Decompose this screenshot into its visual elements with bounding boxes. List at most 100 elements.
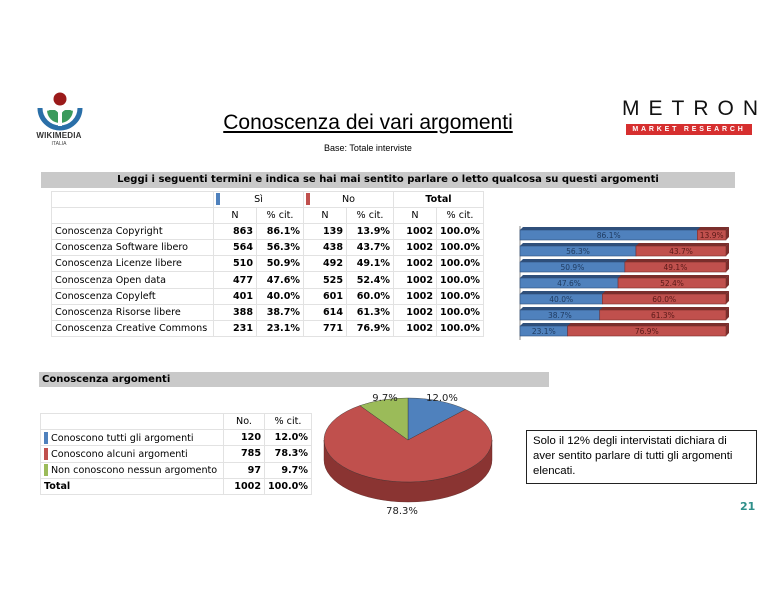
si-legend-swatch: [216, 193, 220, 205]
no-pct: 43.7%: [346, 239, 394, 257]
empty-cell: [51, 190, 214, 209]
bar-label-no: 52.4%: [660, 279, 684, 288]
table-subheader-row: N % cit. N % cit. N % cit.: [51, 207, 484, 225]
tot-n: 1002: [393, 239, 437, 257]
col-no-pct: % cit.: [346, 207, 394, 225]
table-row: Non conoscono nessun argomento 97 9.7%: [40, 461, 312, 479]
tot-n: 1002: [393, 303, 437, 321]
table-row: Conoscono tutti gli argomenti 120 12.0%: [40, 429, 312, 447]
pie-label: 12.0%: [426, 393, 458, 404]
table-header-row: Sì No Total: [51, 190, 484, 209]
col-pct: % cit.: [264, 412, 312, 431]
si-n: 231: [213, 319, 257, 337]
bar-no: [599, 309, 727, 321]
awareness-table: Sì No Total N % cit. N % cit. N % cit. C…: [51, 190, 484, 337]
bar-label-no: 43.7%: [669, 247, 693, 256]
row-pct: 12.0%: [264, 429, 312, 447]
no-pct: 76.9%: [346, 319, 394, 337]
total-pct: 100.0%: [264, 477, 312, 495]
page-title: Conoscenza dei vari argomenti: [223, 111, 513, 134]
bar-label-no: 60.0%: [652, 295, 676, 304]
table-row: Conoscenza Open data 477 47.6% 525 52.4%…: [51, 271, 484, 289]
row-pct: 78.3%: [264, 445, 312, 463]
header-total: Total: [393, 190, 484, 209]
row-pct: 9.7%: [264, 461, 312, 479]
awareness-summary-table: No. % cit. Conoscono tutti gli argomenti…: [40, 412, 312, 495]
wikimedia-logo: [30, 90, 90, 150]
pie-label: 9.7%: [372, 393, 397, 404]
total-label: Total: [40, 477, 224, 495]
table-total-row: Total 1002 100.0%: [40, 477, 312, 495]
col-si-pct: % cit.: [256, 207, 304, 225]
pie-chart: 12.0% 9.7% 78.3%: [323, 393, 493, 517]
row-label: Conoscenza Copyright: [51, 223, 214, 241]
table-row: Conoscenza Software libero 564 56.3% 438…: [51, 239, 484, 257]
table-header-row: No. % cit.: [40, 412, 312, 431]
green-legend-swatch: [44, 464, 48, 477]
bar-label-si: 86.1%: [597, 231, 621, 240]
bar-label-si: 50.9%: [561, 263, 585, 272]
col-n: No.: [223, 412, 265, 431]
no-pct: 49.1%: [346, 255, 394, 273]
no-pct: 13.9%: [346, 223, 394, 241]
si-n: 477: [213, 271, 257, 289]
tot-pct: 100.0%: [436, 223, 484, 241]
row-label: Conoscono tutti gli argomenti: [40, 429, 224, 447]
col-tot-pct: % cit.: [436, 207, 484, 225]
row-label: Conoscenza Open data: [51, 271, 214, 289]
bar-label-si: 38.7%: [548, 311, 572, 320]
header-no: No: [303, 190, 394, 209]
page-subtitle: Base: Totale interviste: [324, 143, 412, 153]
bar-no: [567, 325, 727, 337]
si-pct: 47.6%: [256, 271, 304, 289]
no-n: 525: [303, 271, 347, 289]
si-n: 510: [213, 255, 257, 273]
bar-label-si: 40.0%: [549, 295, 573, 304]
insight-note: Solo il 12% degli intervistati dichiara …: [526, 430, 757, 484]
no-pct: 60.0%: [346, 287, 394, 305]
row-n: 97: [223, 461, 265, 479]
si-n: 401: [213, 287, 257, 305]
metron-tagline: MARKET RESEARCH: [626, 124, 752, 135]
page-number: 21: [740, 500, 756, 513]
tot-pct: 100.0%: [436, 255, 484, 273]
si-pct: 40.0%: [256, 287, 304, 305]
si-pct: 50.9%: [256, 255, 304, 273]
header-si: Sì: [213, 190, 304, 209]
si-pct: 86.1%: [256, 223, 304, 241]
section-banner-question: Leggi i seguenti termini e indica se hai…: [41, 172, 735, 188]
si-pct: 23.1%: [256, 319, 304, 337]
tot-pct: 100.0%: [436, 239, 484, 257]
si-pct: 38.7%: [256, 303, 304, 321]
wikimedia-subname: ITALIA: [51, 141, 67, 147]
table-row: Conoscenza Creative Commons 231 23.1% 77…: [51, 319, 484, 337]
tot-pct: 100.0%: [436, 271, 484, 289]
tot-pct: 100.0%: [436, 303, 484, 321]
stacked-bar-chart: 86.1% 13.9% 56.3% 43.7% 50.9% 49.1% 47.6% 52.4%…: [519, 226, 729, 340]
tot-n: 1002: [393, 287, 437, 305]
section-banner-awareness: Conoscenza argomenti: [39, 372, 549, 387]
no-n: 438: [303, 239, 347, 257]
empty-cell: [51, 207, 214, 225]
no-n: 614: [303, 303, 347, 321]
table-row: Conoscenza Copyright 863 86.1% 139 13.9%…: [51, 223, 484, 241]
col-no-n: N: [303, 207, 347, 225]
si-n: 564: [213, 239, 257, 257]
row-label: Non conoscono nessun argomento: [40, 461, 224, 479]
col-si-n: N: [213, 207, 257, 225]
no-n: 771: [303, 319, 347, 337]
row-label: Conoscenza Creative Commons: [51, 319, 214, 337]
col-tot-n: N: [393, 207, 437, 225]
row-label: Conoscenza Licenze libere: [51, 255, 214, 273]
tot-pct: 100.0%: [436, 319, 484, 337]
bar-label-si: 47.6%: [557, 279, 581, 288]
blue-legend-swatch: [44, 431, 48, 444]
no-pct: 52.4%: [346, 271, 394, 289]
wikimedia-name: WIKIMEDIA: [36, 131, 82, 140]
tot-n: 1002: [393, 255, 437, 273]
si-pct: 56.3%: [256, 239, 304, 257]
no-pct: 61.3%: [346, 303, 394, 321]
table-row: Conoscenza Copyleft 401 40.0% 601 60.0% …: [51, 287, 484, 305]
bar-label-no: 49.1%: [664, 263, 688, 272]
table-row: Conoscono alcuni argomenti 785 78.3%: [40, 445, 312, 463]
